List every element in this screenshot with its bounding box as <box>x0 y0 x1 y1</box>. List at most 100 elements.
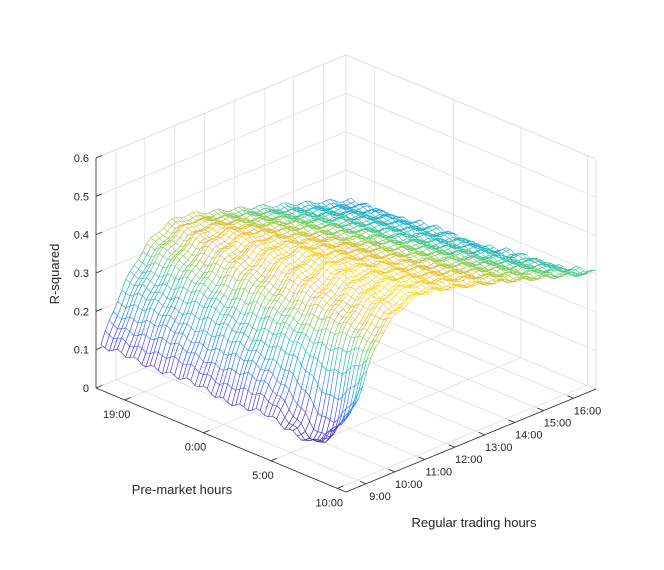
mesh-segment <box>391 294 397 300</box>
mesh-segment <box>203 240 209 247</box>
surface-mesh <box>100 197 597 443</box>
mesh-segment <box>220 241 225 245</box>
mesh-segment <box>505 249 511 252</box>
mesh-segment <box>285 297 290 303</box>
mesh-segment <box>178 343 184 349</box>
mesh-segment <box>314 296 319 299</box>
mesh-segment <box>284 206 289 208</box>
mesh-segment <box>318 284 323 289</box>
mesh-segment <box>330 277 336 284</box>
mesh-segment <box>204 218 210 222</box>
mesh-segment <box>272 358 278 363</box>
mesh-segment <box>146 270 151 273</box>
mesh-segment <box>199 252 205 261</box>
mesh-segment <box>108 338 114 352</box>
mesh-segment <box>347 265 352 269</box>
mesh-segment <box>326 278 331 281</box>
mesh-segment <box>326 265 332 270</box>
mesh-segment <box>281 287 286 289</box>
mesh-segment <box>408 297 413 304</box>
mesh-segment <box>355 303 360 306</box>
mesh-segment <box>343 267 348 270</box>
mesh-segment <box>306 255 311 258</box>
mesh-segment <box>343 253 349 256</box>
mesh-segment <box>358 323 364 331</box>
mesh-segment <box>145 352 151 355</box>
mesh-segment <box>342 293 348 301</box>
mesh-segment <box>323 248 328 252</box>
mesh-segment <box>301 314 306 317</box>
mesh-segment <box>362 370 368 376</box>
mesh-segment <box>195 300 200 305</box>
mesh-segment <box>305 334 311 341</box>
mesh-segment <box>330 269 336 274</box>
mesh-segment <box>278 246 283 249</box>
mesh-segment <box>203 283 209 289</box>
mesh-segment <box>301 305 307 316</box>
mesh-segment <box>192 225 197 228</box>
mesh-segment <box>162 255 168 260</box>
mesh-segment <box>376 276 381 280</box>
mesh-segment <box>253 254 258 262</box>
mesh-segment <box>260 305 266 309</box>
mesh-segment <box>290 254 295 258</box>
mesh-segment <box>264 358 269 360</box>
mesh-segment <box>425 286 430 289</box>
mesh-segment <box>284 314 290 323</box>
mesh-segment <box>241 251 246 253</box>
mesh-segment <box>146 280 151 288</box>
mesh-segment <box>347 258 353 262</box>
mesh-segment <box>199 318 204 320</box>
mesh-segment <box>265 281 270 283</box>
mesh-segment <box>359 270 365 275</box>
mesh-segment <box>235 388 241 405</box>
mesh-segment <box>383 301 389 305</box>
mesh-segment <box>412 286 418 289</box>
mesh-segment <box>309 343 315 357</box>
mesh-segment <box>311 238 316 241</box>
mesh-segment <box>302 254 307 258</box>
mesh-segment <box>359 286 364 291</box>
mesh-segment <box>371 272 377 277</box>
mesh-segment <box>290 251 295 255</box>
mesh-segment <box>322 297 327 303</box>
mesh-segment <box>333 347 339 370</box>
mesh-segment <box>270 235 275 239</box>
mesh-segment <box>204 238 209 241</box>
mesh-segment <box>203 361 208 364</box>
mesh-segment <box>487 279 493 283</box>
mesh-segment <box>125 282 131 294</box>
mesh-segment <box>380 262 386 266</box>
mesh-segment <box>187 264 192 271</box>
mesh-segment <box>346 405 351 409</box>
mesh-segment <box>240 260 246 265</box>
mesh-segment <box>195 260 201 267</box>
mesh-segment <box>273 279 278 287</box>
mesh-segment <box>225 226 230 229</box>
mesh-segment <box>358 216 363 220</box>
mesh-segment <box>321 328 327 343</box>
mesh-segment <box>196 215 201 219</box>
mesh-segment <box>195 248 201 257</box>
mesh-segment <box>273 249 279 251</box>
mesh-segment <box>269 253 275 258</box>
mesh-segment <box>192 215 197 219</box>
mesh-segment <box>315 243 320 245</box>
mesh-segment <box>272 380 278 392</box>
mesh-segment <box>305 373 311 392</box>
mesh-segment <box>250 207 256 210</box>
mesh-segment <box>211 281 217 287</box>
mesh-segment <box>321 342 327 348</box>
mesh-segment <box>220 228 226 230</box>
mesh-segment <box>274 240 279 245</box>
mesh-segment <box>190 300 196 314</box>
mesh-segment <box>179 240 185 247</box>
mesh-segment <box>367 314 372 318</box>
mesh-segment <box>293 292 298 294</box>
mesh-segment <box>215 334 220 337</box>
mesh-segment <box>262 221 267 225</box>
mesh-segment <box>367 289 372 291</box>
mesh-segment <box>224 229 230 235</box>
mesh-segment <box>208 218 214 224</box>
mesh-segment <box>322 269 328 276</box>
